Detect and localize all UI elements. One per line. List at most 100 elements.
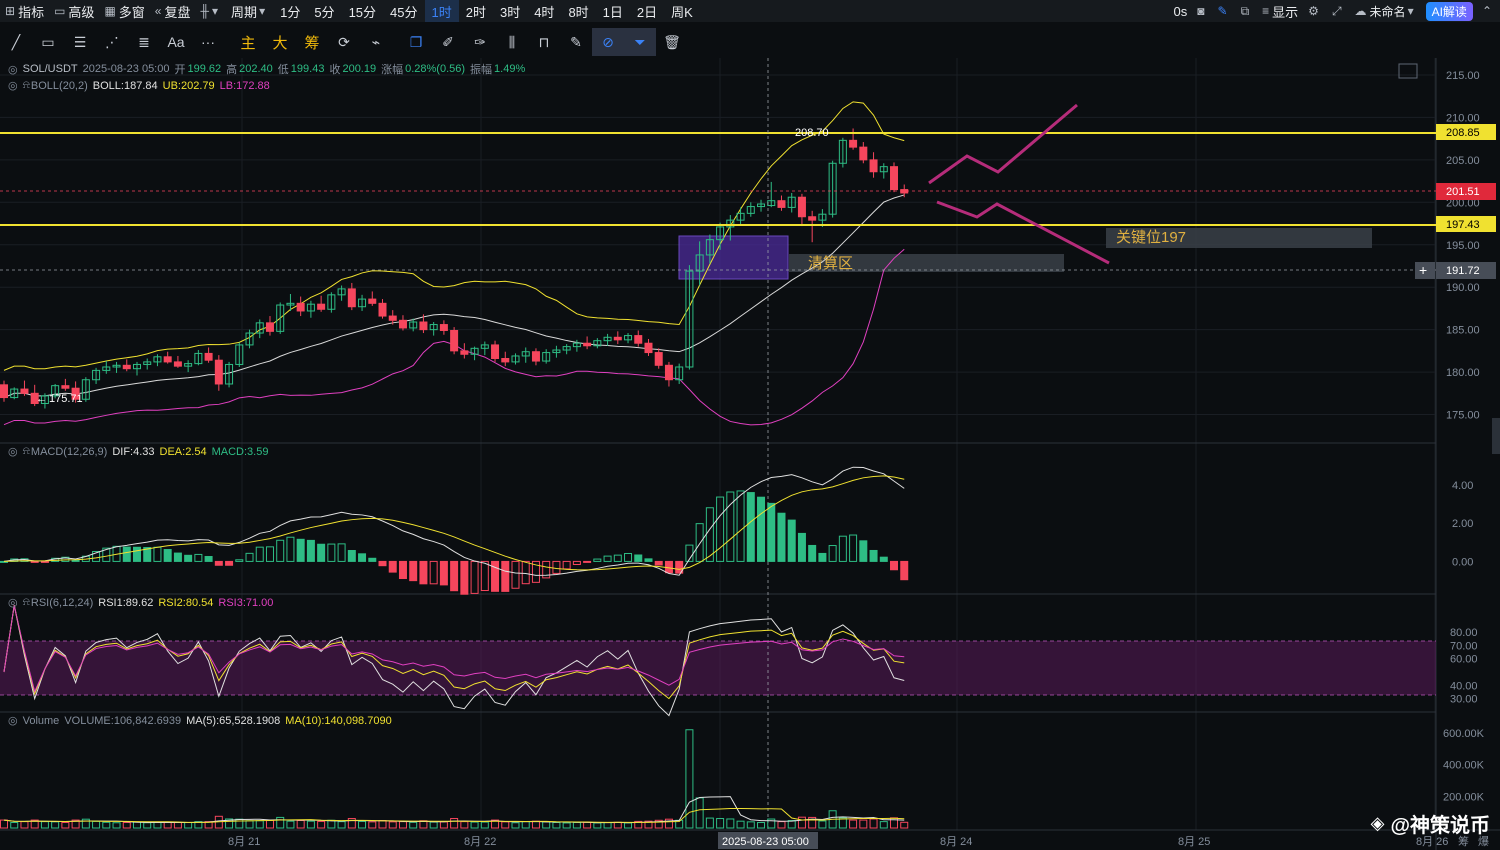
candle-body [460, 350, 469, 355]
interval-45m[interactable]: 45分 [390, 4, 418, 20]
volume-bar [562, 822, 571, 829]
replay-button[interactable]: «复盘 [150, 0, 196, 22]
candle-body [143, 361, 152, 365]
macd-bar [112, 545, 121, 562]
layout-name-dropdown[interactable]: ☁ 未命名 ▾ [1350, 0, 1422, 22]
chart-type-button[interactable]: ╫ ▾ [196, 0, 227, 22]
interval-3h[interactable]: 3时 [499, 4, 521, 20]
collapse-icon[interactable]: ⌃ [1481, 4, 1492, 18]
candles-icon[interactable]: ⫼ [508, 33, 516, 50]
liquidation-zone-box[interactable] [789, 254, 1064, 272]
multi-window-button[interactable]: ▦ 多窗 [99, 0, 149, 22]
advanced-label: 高级 [68, 4, 95, 20]
hide-drawings-icon[interactable]: ⊘ [592, 28, 624, 56]
candle-body [225, 363, 234, 385]
interval-1h[interactable]: 1时 [424, 0, 459, 22]
list-icon: ≡ [1262, 4, 1270, 18]
lock-icon[interactable]: ⊓ [538, 33, 550, 50]
candle-chart-icon: ╫ [200, 4, 210, 18]
key-level-box[interactable] [1106, 228, 1372, 248]
pen-icon[interactable]: ✎ [1217, 4, 1228, 18]
horizontal-lines-icon[interactable]: ☰ [73, 33, 87, 50]
indicators-label: 指标 [18, 4, 45, 20]
volume-bar [890, 817, 899, 829]
ai-interpret-button[interactable]: AI解读 [1425, 1, 1473, 21]
interval-4h[interactable]: 4时 [534, 4, 555, 20]
interval-2d[interactable]: 2日 [636, 4, 658, 20]
candle-body [398, 319, 407, 329]
big-order-button[interactable]: 大 [272, 34, 288, 52]
parallel-channel-icon[interactable]: ≣ [138, 33, 150, 50]
period-dropdown[interactable]: 周期 ▾ [226, 0, 273, 22]
settings-icon[interactable]: ⚙ [1308, 4, 1319, 18]
indicators-button[interactable]: ⊞ 指标 [0, 0, 49, 22]
brush-icon[interactable]: ✑ [474, 33, 486, 50]
filter-icon[interactable]: ⏷ [624, 28, 656, 56]
trash-icon[interactable]: 🗑 [663, 33, 681, 50]
eye-icon[interactable]: ◎ [8, 446, 18, 458]
time-axis-label: 8月 22 [464, 836, 496, 848]
trend-line-icon[interactable]: ╱ [11, 33, 21, 50]
volume-bar [173, 822, 182, 829]
candle-body [767, 200, 776, 207]
fib-icon[interactable]: ⋰ [105, 33, 119, 50]
copy-icon[interactable]: ❐ [409, 33, 423, 50]
interval-1d[interactable]: 1日 [602, 4, 623, 20]
measure-icon[interactable]: ⌁ [371, 33, 381, 50]
candle-body [337, 288, 346, 296]
volume-bar [143, 822, 152, 829]
main-force-button[interactable]: 主 [240, 34, 256, 52]
bearish-projection[interactable] [936, 200, 1110, 265]
macd-bar [480, 560, 489, 592]
text-tool-button[interactable]: Aa [167, 34, 185, 50]
interval-1m[interactable]: 1分 [280, 4, 301, 20]
eye-icon[interactable]: ◎ [8, 80, 18, 92]
indicator-icon: ⊞ [5, 4, 16, 18]
legend-close: 200.19 [342, 63, 377, 75]
macd-bar [306, 539, 315, 562]
camera-icon[interactable]: ◙ [1197, 4, 1205, 18]
purple-zone[interactable] [678, 235, 789, 280]
liquidation-zone-label: 清算区 [808, 254, 853, 272]
eye-icon[interactable]: ◎ [8, 715, 18, 727]
alarm-icon[interactable]: ⍾ [22, 445, 30, 457]
advanced-button[interactable]: ▭ 高级 [49, 0, 99, 22]
bullish-projection[interactable] [928, 103, 1078, 185]
macd-bar [613, 554, 622, 562]
legend-open: 199.62 [187, 63, 222, 75]
volume-bar [900, 821, 909, 829]
volume-bar [368, 821, 377, 829]
ruler-icon[interactable]: ✐ [442, 33, 454, 50]
add-alert-button[interactable] [1415, 262, 1435, 279]
interval-2h[interactable]: 2时 [465, 4, 486, 20]
alarm-icon[interactable]: ⍾ [22, 596, 30, 608]
volume-bar [797, 816, 806, 829]
boll-lb: LB:172.88 [219, 79, 270, 92]
macd-bar [818, 552, 827, 562]
side-collapse-handle[interactable] [1492, 418, 1500, 454]
interval-8h[interactable]: 8时 [568, 4, 589, 20]
macd-bar [797, 532, 806, 562]
edit-icon[interactable]: ✎ [570, 33, 582, 50]
macd-bar [746, 492, 755, 562]
eye-icon[interactable]: ◎ [8, 63, 18, 76]
display-button[interactable]: ≡ 显示 [1257, 0, 1303, 22]
top-toolbar: ⊞ 指标 ▭ 高级 ▦ 多窗 «复盘 ╫ ▾ 周期 ▾ 1分 5分 15分 45分 1时 … [0, 0, 1500, 22]
volume-bar [132, 821, 141, 829]
price-tag-crosshair: 191.72 [1446, 265, 1480, 277]
interval-5m[interactable]: 5分 [314, 4, 335, 20]
expand-icon[interactable]: ⤢ [1331, 3, 1342, 18]
tag-197-bg [1436, 216, 1496, 232]
fullscreen-window-icon[interactable]: ⧉ [1240, 3, 1250, 18]
eye-icon[interactable]: ◎ [8, 597, 18, 609]
candle-body [429, 324, 438, 331]
rectangle-icon[interactable]: ▭ [41, 33, 55, 50]
maximize-pane-icon[interactable] [1398, 63, 1418, 79]
interval-15m[interactable]: 15分 [348, 4, 377, 20]
alarm-icon[interactable]: ⍾ [22, 79, 30, 91]
candle-body [480, 344, 489, 349]
more-tools-button[interactable]: ··· [201, 34, 215, 50]
chips-button[interactable]: 筹 [304, 34, 320, 52]
magnet-icon[interactable]: ⟳ [338, 33, 350, 50]
interval-weekly[interactable]: 周K [671, 4, 693, 20]
